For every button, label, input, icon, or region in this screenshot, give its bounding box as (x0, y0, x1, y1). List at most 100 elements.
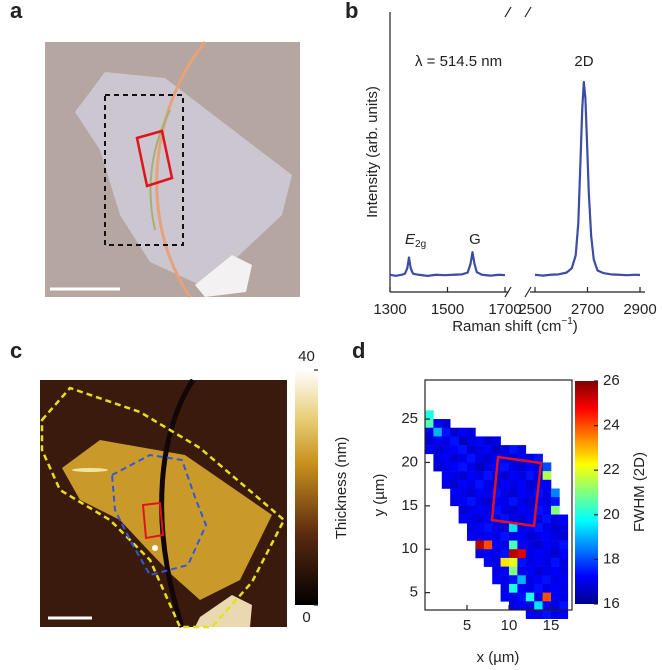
heatmap-cell (542, 531, 552, 541)
heatmap-cell (534, 557, 543, 567)
heatmap-cell (441, 436, 451, 446)
afm-image (40, 378, 287, 629)
colorbar (295, 370, 318, 605)
x-tick-label: 15 (543, 617, 560, 634)
heatmap-cell (450, 436, 459, 446)
heatmap-cell (492, 549, 501, 559)
heatmap-cell (500, 523, 510, 533)
heatmap-cell (500, 471, 510, 481)
heatmap-cell (458, 436, 468, 446)
annotation: λ = 514.5 nm (415, 53, 502, 70)
heatmap-cell (551, 549, 560, 559)
x-tick-label: 1500 (431, 301, 464, 318)
heatmap-cell (433, 436, 443, 446)
heatmap-cell (517, 514, 527, 524)
heatmap-cell (492, 436, 501, 446)
colorbar-label: Thickness (nm) (333, 437, 350, 540)
heatmap-cell (425, 419, 434, 429)
heatmap-cell (500, 462, 510, 472)
colorbar-tick-label: 40 (298, 348, 315, 365)
heatmap-cell (500, 575, 510, 585)
x-axis-label: ) (573, 318, 578, 335)
heatmap-cell (509, 531, 518, 541)
heatmap-cell (509, 549, 518, 559)
heatmap-cell (475, 531, 485, 541)
heatmap-cell (509, 479, 518, 489)
heatmap-cell (475, 549, 485, 559)
heatmap-cell (517, 557, 527, 567)
heatmap-cell (467, 497, 476, 507)
heatmap-cell (525, 479, 535, 489)
colorbar-tick-label: 18 (603, 550, 620, 567)
x-tick-label: 1700 (488, 301, 521, 318)
x-axis-label: −1 (561, 316, 573, 327)
heatmap-cell (517, 488, 527, 498)
heatmap-cell (525, 488, 535, 498)
heatmap-cell (534, 575, 543, 585)
heatmap-cell (542, 610, 552, 619)
heatmap-cell (559, 610, 569, 619)
panel-label: a (10, 0, 23, 23)
x-tick-label: 10 (501, 617, 518, 634)
heatmap-cell (525, 462, 535, 472)
heatmap-cell (483, 514, 493, 524)
axis-break (504, 286, 512, 298)
heatmap-cell (525, 566, 535, 576)
y-tick-label: 20 (401, 453, 418, 470)
heatmap-cell (559, 549, 569, 559)
heatmap-cell (441, 445, 451, 455)
heatmap-cell (559, 566, 569, 576)
heatmap-cell (500, 549, 510, 559)
heatmap-cell (551, 592, 560, 602)
heatmap-cell (525, 601, 535, 611)
heatmap (425, 410, 569, 619)
heatmap-cell (492, 575, 501, 585)
annotation: 2D (574, 53, 593, 70)
heatmap-cell (525, 583, 535, 593)
heatmap-cell (534, 592, 543, 602)
heatmap-cell (551, 514, 560, 524)
heatmap-cell (509, 601, 518, 611)
heatmap-cell (492, 445, 501, 455)
heatmap-cell (542, 601, 552, 611)
heatmap-cell (542, 557, 552, 567)
heatmap-cell (492, 453, 501, 463)
heatmap-cell (517, 540, 527, 550)
heatmap-cell (500, 566, 510, 576)
heatmap-cell (542, 514, 552, 524)
x-tick-label: 2700 (571, 301, 604, 318)
heatmap-cell (542, 479, 552, 489)
heatmap-cell (500, 583, 510, 593)
heatmap-cell (492, 557, 501, 567)
heatmap-cell (441, 419, 451, 429)
colorbar (575, 381, 598, 604)
x-tick-label: 5 (463, 617, 471, 634)
heatmap-cell (475, 488, 485, 498)
heatmap-cell (517, 445, 527, 455)
heatmap-cell (525, 531, 535, 541)
heatmap-cell (542, 592, 552, 602)
heatmap-cell (483, 488, 493, 498)
heatmap-cell (525, 453, 535, 463)
x-axis-label: Raman shift (cm−1) (452, 316, 578, 335)
heatmap-cell (525, 592, 535, 602)
heatmap-cell (551, 583, 560, 593)
colorbar-tick-label: 16 (603, 595, 620, 612)
heatmap-cell (525, 514, 535, 524)
heatmap-cell (450, 497, 459, 507)
colorbar-tick-label: 0 (302, 609, 310, 626)
heatmap-cell (483, 436, 493, 446)
heatmap-cell (467, 488, 476, 498)
heatmap-cell (534, 583, 543, 593)
heatmap-cell (475, 514, 485, 524)
y-tick-label: 5 (410, 584, 418, 601)
heatmap-cell (441, 453, 451, 463)
heatmap-cell (534, 549, 543, 559)
heatmap-cell (542, 583, 552, 593)
heatmap-cell (467, 436, 476, 446)
heatmap-cell (500, 488, 510, 498)
heatmap-cell (425, 436, 434, 446)
heatmap-cell (450, 462, 459, 472)
heatmap-cell (458, 471, 468, 481)
